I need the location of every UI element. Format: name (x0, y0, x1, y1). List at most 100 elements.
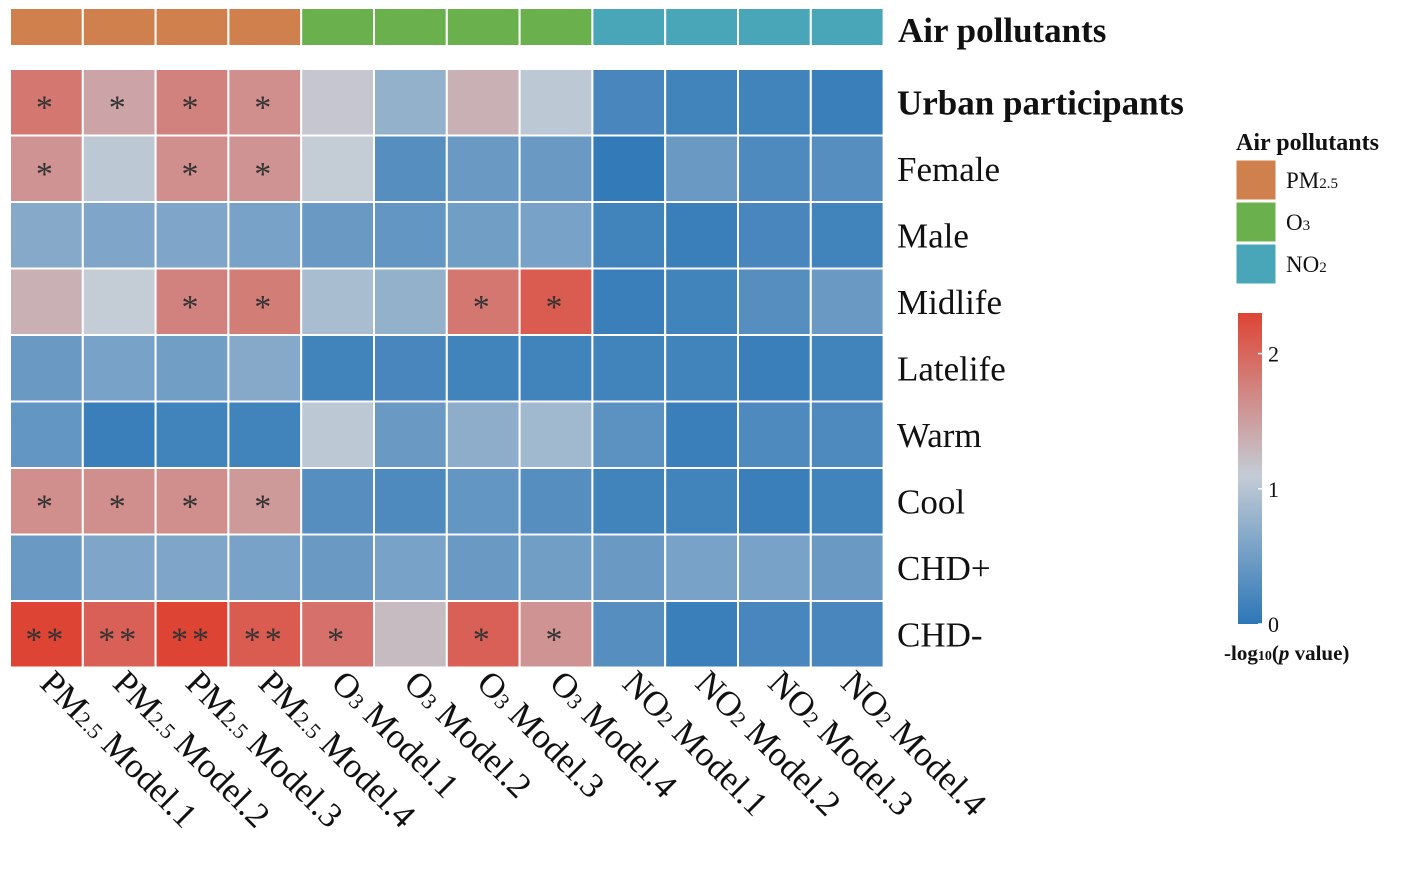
heatmap-cell (445, 334, 521, 403)
heatmap-cell (154, 267, 230, 336)
heatmap-cell (737, 533, 812, 602)
heatmap-cell (591, 134, 667, 203)
annotation-cell (518, 7, 594, 47)
row-label: Male (897, 216, 969, 255)
heatmap-cells (9, 68, 885, 669)
annotation-cell (809, 7, 885, 47)
pollutant-annotation-bar (9, 7, 885, 47)
significance-mark: ** (244, 621, 286, 658)
heatmap-cell (9, 68, 84, 137)
annotation-cell (373, 7, 448, 47)
pollutant-legend-title: Air pollutants (1236, 130, 1379, 156)
heatmap-cell (154, 467, 230, 536)
heatmap-cell (445, 68, 521, 137)
heatmap-cell (809, 267, 885, 336)
heatmap-cell (81, 267, 157, 336)
row-labels: Urban participants Female Male Midlife Latel… (897, 83, 1184, 654)
heatmap-cell (9, 533, 84, 602)
heatmap-cell (518, 334, 594, 403)
heatmap-cell (154, 201, 230, 270)
heatmap-cell (591, 533, 667, 602)
legend-label: PM2.5 (1286, 168, 1338, 193)
heatmap-cell (445, 600, 521, 669)
heatmap-cell (518, 201, 594, 270)
heatmap-cell (373, 533, 448, 602)
row-label: CHD- (897, 615, 983, 654)
heatmap-cell (9, 267, 84, 336)
significance-mark: * (254, 89, 275, 126)
annotation-cell (154, 7, 230, 47)
row-label: Urban participants (897, 83, 1184, 122)
significance-mark: * (36, 156, 57, 193)
annotation-cell (81, 7, 157, 47)
heatmap-cell (737, 334, 812, 403)
heatmap-cell (809, 400, 885, 469)
significance-mark: * (546, 289, 567, 326)
heatmap-cell (737, 267, 812, 336)
heatmap-cell (445, 201, 521, 270)
legend-label: O3 (1286, 210, 1310, 235)
heatmap-cell (9, 467, 84, 536)
color-scale-title: -log10(p value) (1224, 641, 1349, 665)
color-scale-bar (1238, 313, 1262, 624)
heatmap-cell (664, 533, 740, 602)
heatmap-cell (809, 68, 885, 137)
significance-mark: * (182, 156, 203, 193)
significance-mark: * (254, 289, 275, 326)
legend-label: NO2 (1286, 252, 1327, 277)
legend-swatch (1235, 243, 1277, 285)
scale-tick-label: 1 (1268, 477, 1279, 502)
heatmap-cell (300, 533, 376, 602)
heatmap-cell (227, 400, 303, 469)
significance-mark: * (254, 156, 275, 193)
heatmap-cell (664, 201, 740, 270)
heatmap-cell (518, 533, 594, 602)
heatmap-cell (737, 600, 812, 669)
heatmap-cell (227, 600, 303, 669)
significance-mark: * (182, 289, 203, 326)
heatmap-cell (737, 201, 812, 270)
significance-mark: * (109, 488, 130, 525)
heatmap-cell (664, 134, 740, 203)
significance-mark: ** (98, 621, 140, 658)
heatmap-cell (664, 600, 740, 669)
pollutant-legend: Air pollutants PM2.5 O3 NO2 (1235, 130, 1379, 285)
heatmap-cell (664, 334, 740, 403)
heatmap-cell (445, 467, 521, 536)
heatmap-cell (154, 334, 230, 403)
heatmap-cell (737, 68, 812, 137)
heatmap-cell (664, 400, 740, 469)
annotation-cell (9, 7, 84, 47)
heatmap-cell (809, 467, 885, 536)
annotation-cell (737, 7, 812, 47)
heatmap-cell (300, 201, 376, 270)
scale-tick-label: 2 (1268, 342, 1279, 367)
significance-mark: * (254, 488, 275, 525)
heatmap-cell (9, 600, 84, 669)
significance-mark: * (327, 621, 348, 658)
heatmap-cell (9, 400, 84, 469)
row-label: Warm (897, 416, 982, 455)
heatmap-cell (445, 267, 521, 336)
heatmap-cell (373, 334, 448, 403)
heatmap-cell (81, 68, 157, 137)
annotation-cell (300, 7, 376, 47)
significance-mark: * (473, 621, 494, 658)
heatmap-cell (300, 134, 376, 203)
heatmap-cell (664, 68, 740, 137)
heatmap-cell (9, 201, 84, 270)
heatmap-cell (591, 600, 667, 669)
heatmap-cell (809, 201, 885, 270)
heatmap-cell (81, 400, 157, 469)
annotation-cell (591, 7, 667, 47)
significance-mark: * (36, 89, 57, 126)
heatmap-cell (81, 533, 157, 602)
heatmap-cell (445, 533, 521, 602)
heatmap-cell (664, 267, 740, 336)
heatmap-cell (809, 134, 885, 203)
heatmap-cell (373, 68, 448, 137)
heatmap-cell (81, 600, 157, 669)
heatmap-cell (518, 68, 594, 137)
